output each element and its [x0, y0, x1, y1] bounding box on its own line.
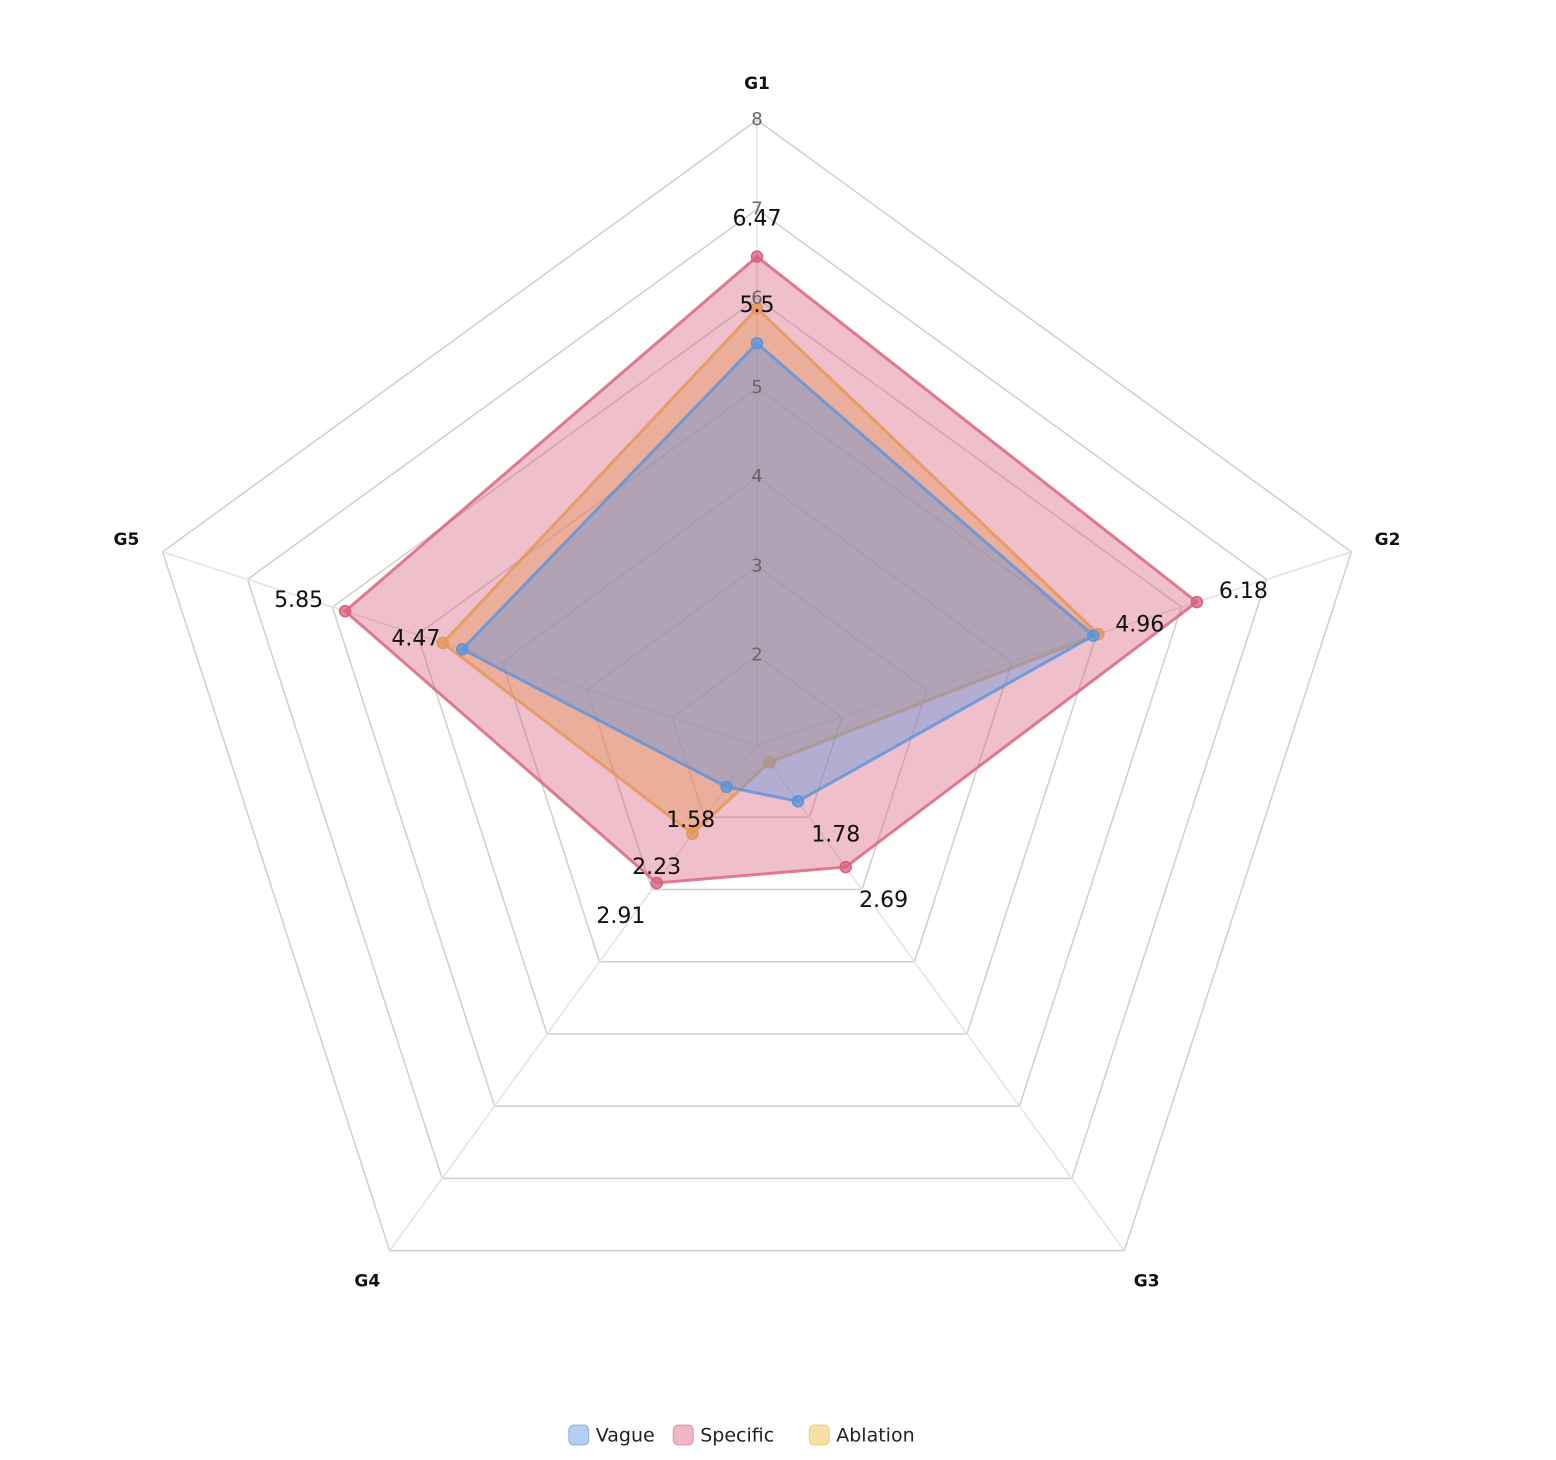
grid-ring [586, 565, 928, 891]
series-area [440, 306, 1102, 836]
data-point [791, 795, 805, 808]
value-label: 1.58 [666, 808, 715, 833]
r-tick-label: 6 [751, 288, 762, 309]
r-tick-label: 3 [751, 555, 762, 576]
axis-label: G4 [354, 1271, 380, 1291]
data-point [436, 636, 450, 650]
value-label: 6.47 [733, 207, 782, 232]
legend-label: Vague [596, 1425, 655, 1447]
data-point [750, 302, 764, 315]
value-label: 2.91 [596, 904, 645, 929]
legend-swatch [808, 1424, 830, 1446]
data-point [750, 250, 764, 263]
value-label: 6.18 [1219, 579, 1268, 604]
data-point [338, 604, 352, 618]
legend: Vague Specific Ablation [568, 1424, 915, 1447]
series-area [459, 341, 1096, 803]
grid-ring [161, 119, 1353, 1252]
grid-ring [246, 208, 1268, 1180]
legend-swatch [568, 1424, 590, 1446]
grid-ring [416, 386, 1098, 1035]
axis-label: G5 [114, 530, 140, 550]
data-point [650, 876, 664, 890]
value-label: 2.69 [859, 888, 908, 913]
value-label: 1.78 [811, 822, 860, 847]
legend-label: Ablation [836, 1425, 914, 1447]
spoke [756, 551, 1352, 746]
axis-label: G2 [1375, 530, 1401, 550]
value-label: 4.47 [391, 626, 440, 651]
r-tick-label: 8 [751, 109, 762, 130]
data-point [456, 643, 469, 656]
grid-ring [331, 297, 1183, 1107]
value-label: 5.85 [274, 588, 323, 613]
legend-swatch [672, 1424, 694, 1446]
r-tick-label: 7 [751, 198, 762, 219]
legend-label: Specific [700, 1425, 774, 1447]
data-point [720, 780, 733, 794]
spoke [756, 744, 1125, 1252]
data-point [1190, 595, 1204, 609]
series-area [342, 254, 1200, 885]
r-tick-label: 2 [751, 645, 762, 666]
grid-ring [501, 476, 1013, 963]
value-label: 5.5 [740, 293, 775, 318]
axis-label: G3 [1134, 1271, 1160, 1291]
data-point [839, 860, 852, 874]
value-label: 2.23 [632, 855, 681, 880]
r-tick-label: 5 [751, 377, 762, 398]
data-point [763, 756, 776, 769]
r-tick-label: 4 [751, 466, 762, 487]
data-point [750, 336, 764, 350]
data-point [1087, 629, 1100, 642]
grid-ring [671, 654, 843, 818]
data-point [686, 827, 699, 841]
axis-label: G1 [744, 74, 770, 94]
value-label: 4.96 [1115, 613, 1164, 638]
